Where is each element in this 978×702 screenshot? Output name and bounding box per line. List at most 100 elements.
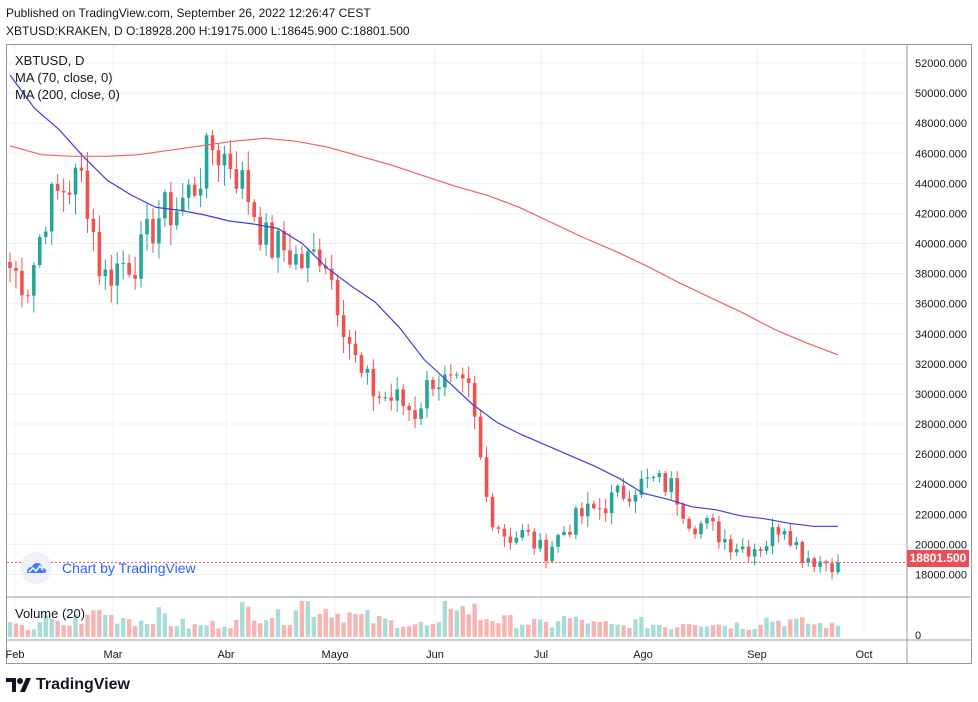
- candle-body: [97, 231, 102, 277]
- candle-body: [264, 222, 268, 245]
- candle-body: [37, 236, 42, 266]
- legend-ma200[interactable]: MA (200, close, 0): [15, 87, 120, 102]
- volume-bar: [61, 625, 66, 637]
- candle-body: [591, 503, 596, 509]
- candle-body: [139, 234, 143, 279]
- candle-body: [711, 518, 715, 522]
- candle-body: [407, 405, 411, 411]
- volume-bar: [567, 618, 573, 637]
- volume-bar: [603, 621, 608, 637]
- candle-body: [568, 531, 572, 535]
- volume-bar: [329, 617, 334, 637]
- volume-bar: [800, 617, 805, 637]
- last-price-tag: 18801.500: [907, 550, 969, 567]
- candle-body: [359, 355, 364, 373]
- candle-body: [389, 397, 394, 401]
- y-tick-label: 20000.000: [915, 539, 967, 551]
- volume-bar: [103, 614, 108, 637]
- candle-body: [425, 379, 429, 409]
- volume-bar: [257, 623, 263, 637]
- volume-bar: [31, 629, 37, 637]
- y-tick-label: 50000.000: [915, 88, 967, 100]
- volume-bar: [555, 621, 561, 637]
- candle-body: [723, 539, 727, 543]
- candle-body: [687, 518, 691, 529]
- candle-body: [562, 531, 566, 535]
- volume-bar: [436, 622, 442, 637]
- candle-body: [574, 508, 578, 535]
- candle-body: [186, 184, 191, 198]
- candle-body: [294, 254, 298, 265]
- candle-body: [812, 558, 816, 567]
- volume-bar: [85, 614, 90, 637]
- volume-bar: [293, 610, 299, 637]
- candle-body: [758, 549, 763, 551]
- volume-bar: [359, 614, 364, 637]
- candle-body: [490, 496, 495, 528]
- candle-body: [526, 530, 531, 532]
- x-tick-label: Abr: [217, 649, 234, 661]
- volume-bar: [43, 615, 48, 637]
- volume-bar: [502, 615, 507, 637]
- candle-body: [192, 184, 197, 196]
- candle-body: [484, 457, 489, 497]
- volume-bar: [394, 628, 400, 637]
- candle-body: [776, 527, 781, 535]
- volume-bar: [168, 626, 174, 637]
- candle-body: [532, 531, 537, 549]
- volume-bar: [234, 619, 239, 637]
- candle-body: [538, 539, 542, 549]
- candle-body: [246, 170, 251, 203]
- volume-bar: [692, 625, 698, 637]
- candle-body: [556, 534, 560, 547]
- volume-bar: [198, 625, 203, 637]
- candle-body: [91, 218, 96, 232]
- candle-body: [85, 170, 90, 219]
- volume-bar: [633, 619, 638, 637]
- y-tick-label: 30000.000: [915, 389, 967, 401]
- volume-bar: [377, 615, 382, 637]
- volume-bar: [823, 627, 829, 637]
- candle-body: [460, 374, 465, 379]
- candle-body: [550, 546, 554, 562]
- x-tick-label: Mar: [104, 649, 123, 661]
- volume-bar: [669, 629, 674, 637]
- candle-body: [174, 211, 179, 226]
- volume-bar: [406, 626, 412, 637]
- tradingview-watermark[interactable]: Chart by TradingView: [20, 552, 196, 584]
- volume-bar: [478, 619, 483, 637]
- volume-bar: [287, 624, 293, 637]
- volume-bar: [132, 626, 138, 637]
- volume-bar: [269, 618, 275, 637]
- volume-bar: [680, 624, 686, 637]
- candle-body: [151, 218, 155, 244]
- candle-body: [222, 153, 227, 166]
- volume-bar: [91, 610, 96, 637]
- volume-bar: [430, 623, 436, 637]
- volume-bar: [782, 626, 787, 637]
- candle-body: [67, 192, 72, 195]
- chart-frame[interactable]: [6, 44, 972, 664]
- candle-body: [752, 549, 757, 557]
- candle-body: [645, 477, 650, 479]
- candle-body: [49, 183, 54, 232]
- volume-bar: [240, 602, 245, 637]
- candle-body: [210, 135, 215, 151]
- candle-body: [514, 537, 519, 543]
- volume-bar: [246, 606, 251, 637]
- volume-bar: [484, 618, 489, 637]
- volume-bar: [150, 623, 156, 637]
- candle-body: [258, 217, 262, 245]
- legend-ma70[interactable]: MA (70, close, 0): [15, 70, 113, 85]
- volume-bar: [389, 620, 394, 637]
- publish-header: Published on TradingView.com, September …: [6, 4, 410, 40]
- volume-bar: [7, 622, 13, 637]
- volume-bar: [299, 601, 305, 637]
- y-tick-label: 28000.000: [915, 419, 967, 431]
- volume-bar: [710, 625, 716, 637]
- tradingview-footer[interactable]: TradingView: [6, 676, 130, 694]
- x-tick-label: Jun: [426, 649, 444, 661]
- x-tick-label: Ago: [633, 649, 653, 661]
- volume-bar: [115, 623, 120, 637]
